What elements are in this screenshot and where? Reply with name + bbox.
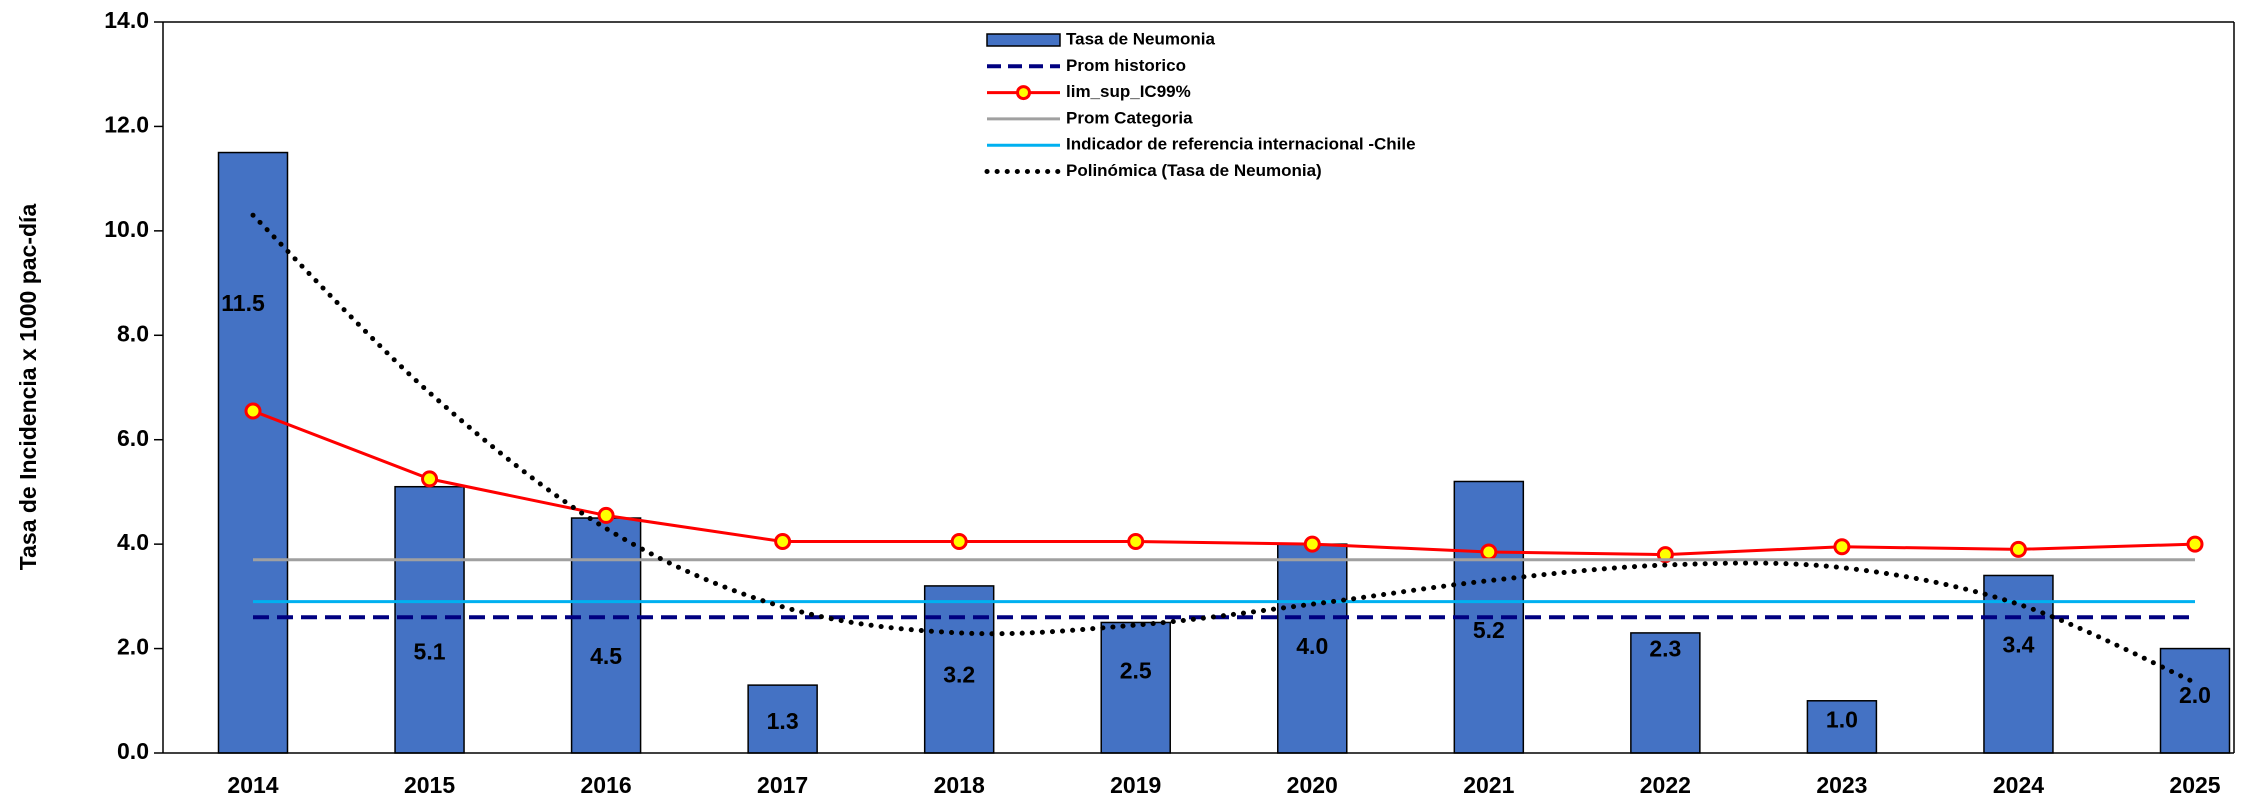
y-tick-label: 12.0 [104, 112, 149, 138]
x-tick-label: 2021 [1463, 772, 1514, 798]
bar [2159, 647, 2231, 754]
data-label: 2.0 [2179, 682, 2211, 708]
y-tick-label: 14.0 [104, 7, 149, 33]
marker [1833, 538, 1851, 556]
x-tick-label: 2023 [1816, 772, 1867, 798]
x-tick-label: 2025 [2169, 772, 2220, 798]
bar [1806, 700, 1878, 754]
bar [1630, 632, 1701, 754]
marker [774, 533, 792, 551]
bar [394, 485, 465, 754]
bar [1100, 621, 1171, 754]
legend-label: Indicador de referencia internacional -C… [1066, 135, 1416, 154]
data-label: 2.5 [1120, 657, 1152, 683]
data-label: 2.3 [1649, 636, 1681, 662]
marker [2009, 540, 2027, 558]
x-tick-label: 2024 [1993, 772, 2044, 798]
x-tick-label: 2018 [934, 772, 985, 798]
bar [747, 684, 818, 754]
y-tick-label: 10.0 [104, 216, 149, 242]
x-tick-label: 2019 [1110, 772, 1161, 798]
marker [1480, 543, 1498, 561]
legend-label: Prom historico [1066, 56, 1186, 75]
marker [950, 533, 968, 551]
legend-label: Polinómica (Tasa de Neumonia) [1066, 161, 1322, 180]
bar [1983, 574, 2054, 754]
x-tick-label: 2020 [1287, 772, 1338, 798]
data-label: 5.1 [414, 639, 446, 665]
data-label: 1.3 [767, 708, 799, 734]
legend-label: Tasa de Neumonia [1066, 29, 1215, 48]
marker [597, 506, 615, 524]
bar [217, 151, 289, 754]
y-tick-label: 6.0 [117, 425, 149, 451]
data-label: 3.2 [943, 662, 975, 688]
data-label: 3.4 [2002, 631, 2034, 657]
legend-label: Prom Categoria [1066, 108, 1193, 127]
data-label: 11.5 [221, 290, 265, 316]
x-tick-label: 2017 [757, 772, 808, 798]
data-label: 5.2 [1473, 617, 1505, 643]
x-tick-label: 2016 [581, 772, 632, 798]
y-tick-label: 4.0 [117, 529, 149, 555]
legend-marker [1016, 85, 1031, 101]
marker [1656, 546, 1674, 564]
y-tick-label: 2.0 [117, 634, 149, 660]
marker [2186, 535, 2204, 553]
data-label: 4.0 [1296, 633, 1328, 659]
line [252, 409, 2196, 557]
trend-line [250, 212, 2198, 686]
y-axis-label: Tasa de Incidencia x 1000 pac-día [15, 204, 41, 571]
marker [244, 402, 262, 420]
marker [1303, 535, 1321, 553]
bar [923, 585, 995, 754]
x-tick-label: 2014 [227, 772, 278, 798]
x-tick-label: 2015 [404, 772, 455, 798]
data-label: 1.0 [1826, 707, 1858, 733]
x-tick-label: 2022 [1640, 772, 1691, 798]
y-tick-label: 8.0 [117, 320, 149, 346]
bar [570, 517, 642, 754]
legend-label: lim_sup_IC99% [1066, 82, 1191, 101]
data-label: 4.5 [590, 643, 622, 669]
legend-swatch [986, 33, 1061, 47]
marker [1127, 533, 1145, 551]
y-tick-label: 0.0 [117, 738, 149, 764]
marker [421, 470, 439, 488]
